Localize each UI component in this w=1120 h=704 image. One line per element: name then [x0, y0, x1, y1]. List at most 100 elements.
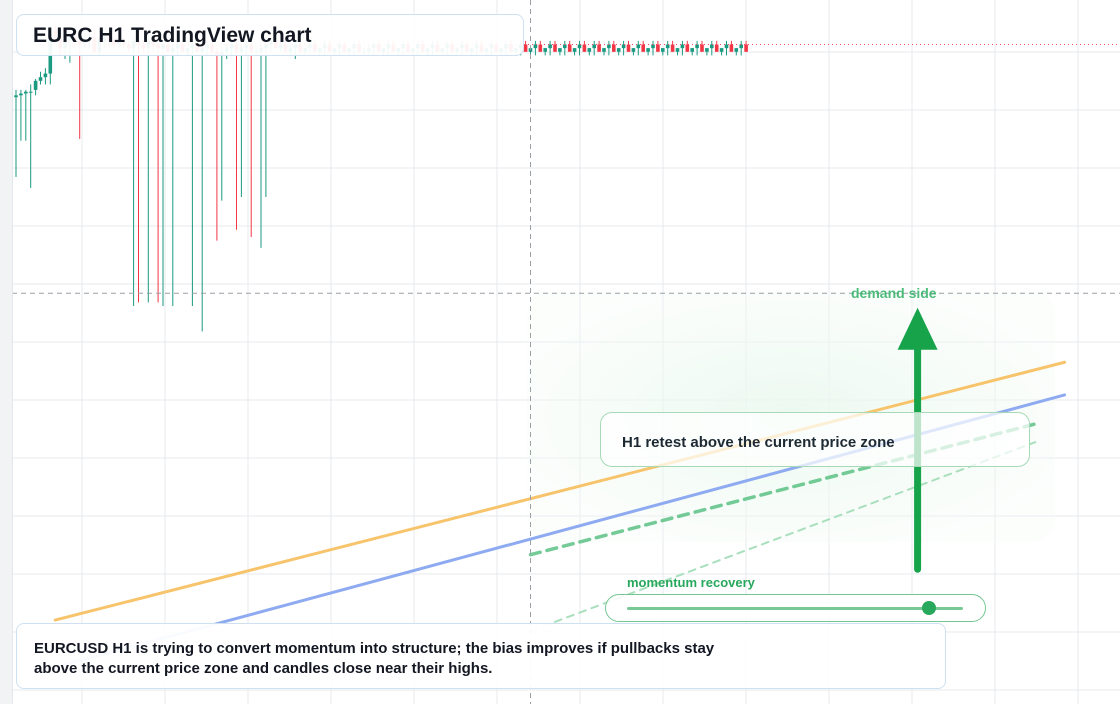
candle: [621, 40, 626, 56]
candle: [171, 44, 175, 306]
candle: [636, 40, 641, 56]
trendline-green-dashed-light: [529, 441, 1037, 632]
candle: [739, 40, 743, 56]
candle-body: [690, 48, 694, 52]
candle-body: [553, 44, 557, 52]
candle: [714, 40, 719, 52]
candle: [24, 89, 28, 141]
candle-body: [710, 44, 714, 49]
momentum-slider[interactable]: [605, 594, 986, 622]
candle: [597, 40, 601, 52]
candle-body: [641, 44, 645, 52]
candle: [234, 40, 239, 230]
candle-body: [665, 44, 670, 49]
candle: [675, 48, 680, 56]
candle: [685, 40, 690, 52]
candle: [729, 40, 734, 52]
candle: [665, 40, 670, 56]
candle: [215, 48, 219, 241]
candle-body: [572, 48, 577, 52]
candle: [131, 37, 136, 306]
candle: [724, 40, 729, 56]
candle: [567, 40, 572, 52]
candle: [690, 48, 694, 56]
candle-body: [548, 44, 552, 49]
candle-body: [602, 48, 606, 52]
candle-body: [670, 44, 675, 52]
candle: [705, 48, 709, 56]
candle-body: [612, 44, 616, 52]
candle: [14, 89, 18, 178]
candle: [582, 40, 587, 52]
candle-body: [685, 44, 690, 52]
candle-body: [636, 44, 641, 49]
candle: [249, 40, 253, 237]
caption-panel: EURCUSD H1 is trying to convert momentum…: [16, 623, 946, 689]
candle: [641, 40, 645, 52]
candle-body: [675, 48, 680, 52]
candle-body: [714, 44, 719, 52]
momentum-label: momentum recovery: [627, 575, 755, 590]
candle: [33, 79, 38, 96]
candle: [38, 71, 43, 85]
candle-body: [14, 95, 18, 98]
candle: [161, 40, 165, 306]
candle: [239, 44, 244, 198]
candle: [572, 48, 577, 56]
candle: [538, 40, 543, 52]
candle: [146, 37, 151, 303]
candle-body: [705, 48, 709, 52]
candle: [680, 40, 685, 56]
candle: [592, 40, 596, 56]
candle: [631, 48, 636, 56]
candle-body: [533, 44, 538, 49]
candle-body: [646, 48, 650, 52]
candle-body: [724, 44, 729, 49]
retest-label: H1 retest above the current price zone: [622, 434, 895, 451]
candle: [616, 48, 621, 56]
candle-body: [597, 44, 601, 52]
candle: [626, 40, 631, 52]
candle: [602, 48, 606, 56]
candle: [607, 40, 611, 56]
candle: [695, 40, 699, 56]
candle-body: [700, 44, 704, 52]
candle-body: [744, 44, 748, 52]
candle: [523, 40, 528, 52]
candle-body: [621, 44, 626, 49]
candle: [587, 48, 592, 56]
trendline-orange: [53, 360, 1067, 622]
candle-body: [656, 44, 660, 52]
candle: [553, 40, 557, 52]
candle-body: [616, 48, 621, 52]
title-panel: EURC H1 TradingView chart: [16, 14, 524, 56]
candle: [28, 84, 33, 188]
momentum-track: [627, 607, 963, 610]
candle-body: [558, 48, 562, 52]
drawing-toolbar-rail[interactable]: [0, 0, 13, 704]
candle-body: [587, 48, 592, 52]
candle: [661, 48, 665, 56]
caption-text: EURCUSD H1 is trying to convert momentum…: [34, 640, 715, 677]
candle: [19, 89, 23, 141]
candle: [734, 48, 739, 56]
candle-body: [582, 44, 587, 52]
candle: [264, 40, 268, 198]
candle: [558, 48, 562, 56]
candle-body: [734, 48, 739, 52]
candle-body: [626, 44, 631, 52]
candle-body: [739, 44, 743, 49]
candle-body: [43, 73, 48, 78]
candle-body: [607, 44, 611, 49]
candle: [646, 48, 650, 56]
momentum-knob[interactable]: [922, 601, 937, 615]
candle: [200, 44, 204, 332]
candle-body: [563, 44, 567, 49]
candle-body: [592, 44, 596, 49]
candle-body: [24, 91, 28, 94]
candle: [670, 40, 675, 52]
candle-body: [680, 44, 685, 49]
candle: [744, 40, 748, 52]
candle-body: [38, 77, 43, 81]
candle-body: [567, 44, 572, 52]
